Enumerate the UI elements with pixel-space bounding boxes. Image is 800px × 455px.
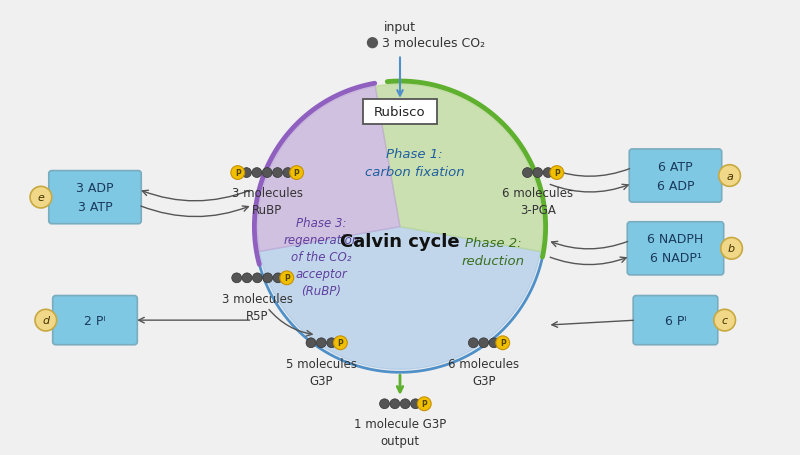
Circle shape	[400, 399, 410, 409]
Text: 6 Pᴵ: 6 Pᴵ	[665, 314, 686, 327]
Circle shape	[478, 338, 489, 348]
Text: d: d	[42, 315, 50, 325]
Circle shape	[316, 338, 326, 348]
Text: input: input	[384, 21, 416, 35]
Circle shape	[283, 168, 293, 178]
FancyBboxPatch shape	[627, 222, 724, 275]
Circle shape	[326, 338, 337, 348]
Circle shape	[280, 271, 294, 285]
Circle shape	[379, 399, 390, 409]
Circle shape	[290, 167, 303, 180]
Circle shape	[231, 167, 245, 180]
Text: 3 molecules CO₂: 3 molecules CO₂	[382, 37, 486, 50]
Text: 6 NADPH
6 NADP¹: 6 NADPH 6 NADP¹	[647, 233, 704, 265]
Text: a: a	[726, 171, 733, 181]
Polygon shape	[259, 227, 541, 369]
Circle shape	[262, 273, 273, 283]
Circle shape	[543, 168, 553, 178]
Circle shape	[253, 273, 262, 283]
Text: P: P	[554, 169, 560, 177]
Text: Phase 2:
reduction: Phase 2: reduction	[462, 236, 525, 267]
FancyBboxPatch shape	[53, 296, 138, 345]
Text: 3 ADP
3 ATP: 3 ADP 3 ATP	[76, 182, 114, 214]
Circle shape	[410, 399, 421, 409]
Circle shape	[306, 338, 316, 348]
Text: P: P	[294, 169, 299, 177]
Text: P: P	[500, 339, 506, 348]
Circle shape	[232, 273, 242, 283]
Circle shape	[273, 168, 282, 178]
Text: Calvin cycle: Calvin cycle	[340, 233, 460, 251]
Text: Phase 1:
carbon fixation: Phase 1: carbon fixation	[365, 148, 465, 179]
Circle shape	[242, 168, 251, 178]
Text: b: b	[728, 244, 735, 254]
Text: 3 molecules
R5P: 3 molecules R5P	[222, 292, 293, 322]
Text: 6 molecules
3-PGA: 6 molecules 3-PGA	[502, 187, 574, 217]
Circle shape	[390, 399, 400, 409]
Circle shape	[489, 338, 499, 348]
Circle shape	[273, 273, 283, 283]
Circle shape	[468, 338, 478, 348]
Text: 2 Pᴵ: 2 Pᴵ	[84, 314, 106, 327]
FancyBboxPatch shape	[630, 150, 722, 202]
Polygon shape	[375, 85, 542, 252]
FancyBboxPatch shape	[633, 296, 718, 345]
Circle shape	[262, 168, 272, 178]
Circle shape	[242, 273, 252, 283]
Circle shape	[496, 336, 510, 350]
Circle shape	[252, 168, 262, 178]
Text: c: c	[722, 315, 728, 325]
Text: 3 molecules
RuBP: 3 molecules RuBP	[232, 187, 302, 217]
Polygon shape	[258, 87, 400, 252]
Circle shape	[522, 168, 532, 178]
Text: 6 molecules
G3P: 6 molecules G3P	[448, 357, 519, 387]
Circle shape	[714, 310, 735, 331]
Text: e: e	[38, 193, 44, 203]
Text: 1 molecule G3P
output: 1 molecule G3P output	[354, 417, 446, 446]
Circle shape	[550, 167, 564, 180]
Circle shape	[721, 238, 742, 259]
Circle shape	[35, 310, 57, 331]
FancyBboxPatch shape	[362, 100, 438, 125]
Text: P: P	[338, 339, 343, 348]
Text: P: P	[284, 274, 290, 283]
Circle shape	[367, 39, 378, 49]
Circle shape	[334, 336, 347, 350]
Circle shape	[30, 187, 52, 208]
Text: 6 ATP
6 ADP: 6 ATP 6 ADP	[657, 160, 694, 192]
Circle shape	[718, 165, 741, 187]
Text: Rubisco: Rubisco	[374, 106, 426, 119]
Text: P: P	[422, 399, 427, 409]
Text: Phase 3:
regeneration
of the CO₂
acceptor
(RuBP): Phase 3: regeneration of the CO₂ accepto…	[283, 216, 359, 297]
Circle shape	[533, 168, 542, 178]
Circle shape	[418, 397, 431, 411]
Text: 5 molecules
G3P: 5 molecules G3P	[286, 357, 357, 387]
Text: P: P	[235, 169, 241, 177]
FancyBboxPatch shape	[49, 171, 142, 224]
